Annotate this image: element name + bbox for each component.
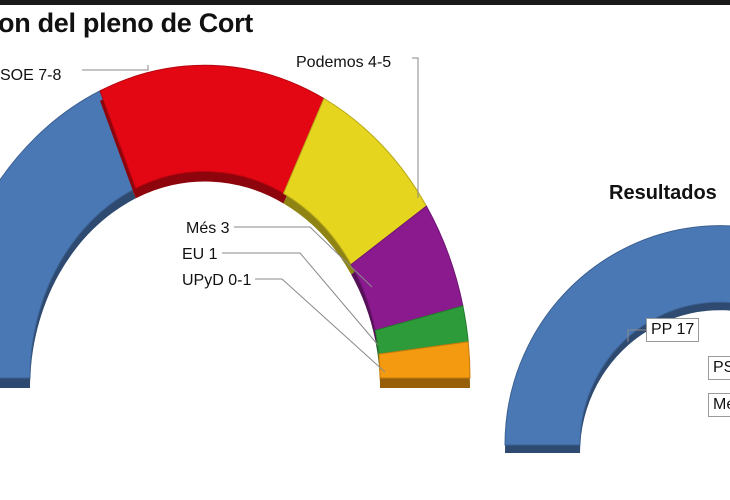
leader-line-2 [222,226,373,288]
hemicycle-right [504,225,730,453]
label-psoe: SOE 7-8 [0,67,62,84]
label-mes: Més 3 [182,218,234,240]
left-segment-upyd [378,341,471,379]
leader-line-0 [82,65,149,71]
chart-subtitle: Resultados [609,182,717,204]
label-eu: EU 1 [178,244,222,266]
leader-line-right-pp [627,329,646,342]
label-ps-right: PS [708,356,730,380]
right-segment-pp [504,225,730,446]
hemicycle-left [0,64,471,388]
leader-line-1 [412,57,419,198]
label-pp-right: PP 17 [646,318,700,342]
label-me-right: Mé [708,393,730,417]
leader-line-4 [250,278,386,373]
label-podemos: Podemos 4-5 [292,52,396,74]
label-leaders [82,57,646,373]
label-upyd: UPyD 0-1 [178,270,256,292]
chart-title: on del pleno de Cort [0,8,253,38]
leader-line-3 [210,252,379,346]
top-rule [0,0,730,5]
